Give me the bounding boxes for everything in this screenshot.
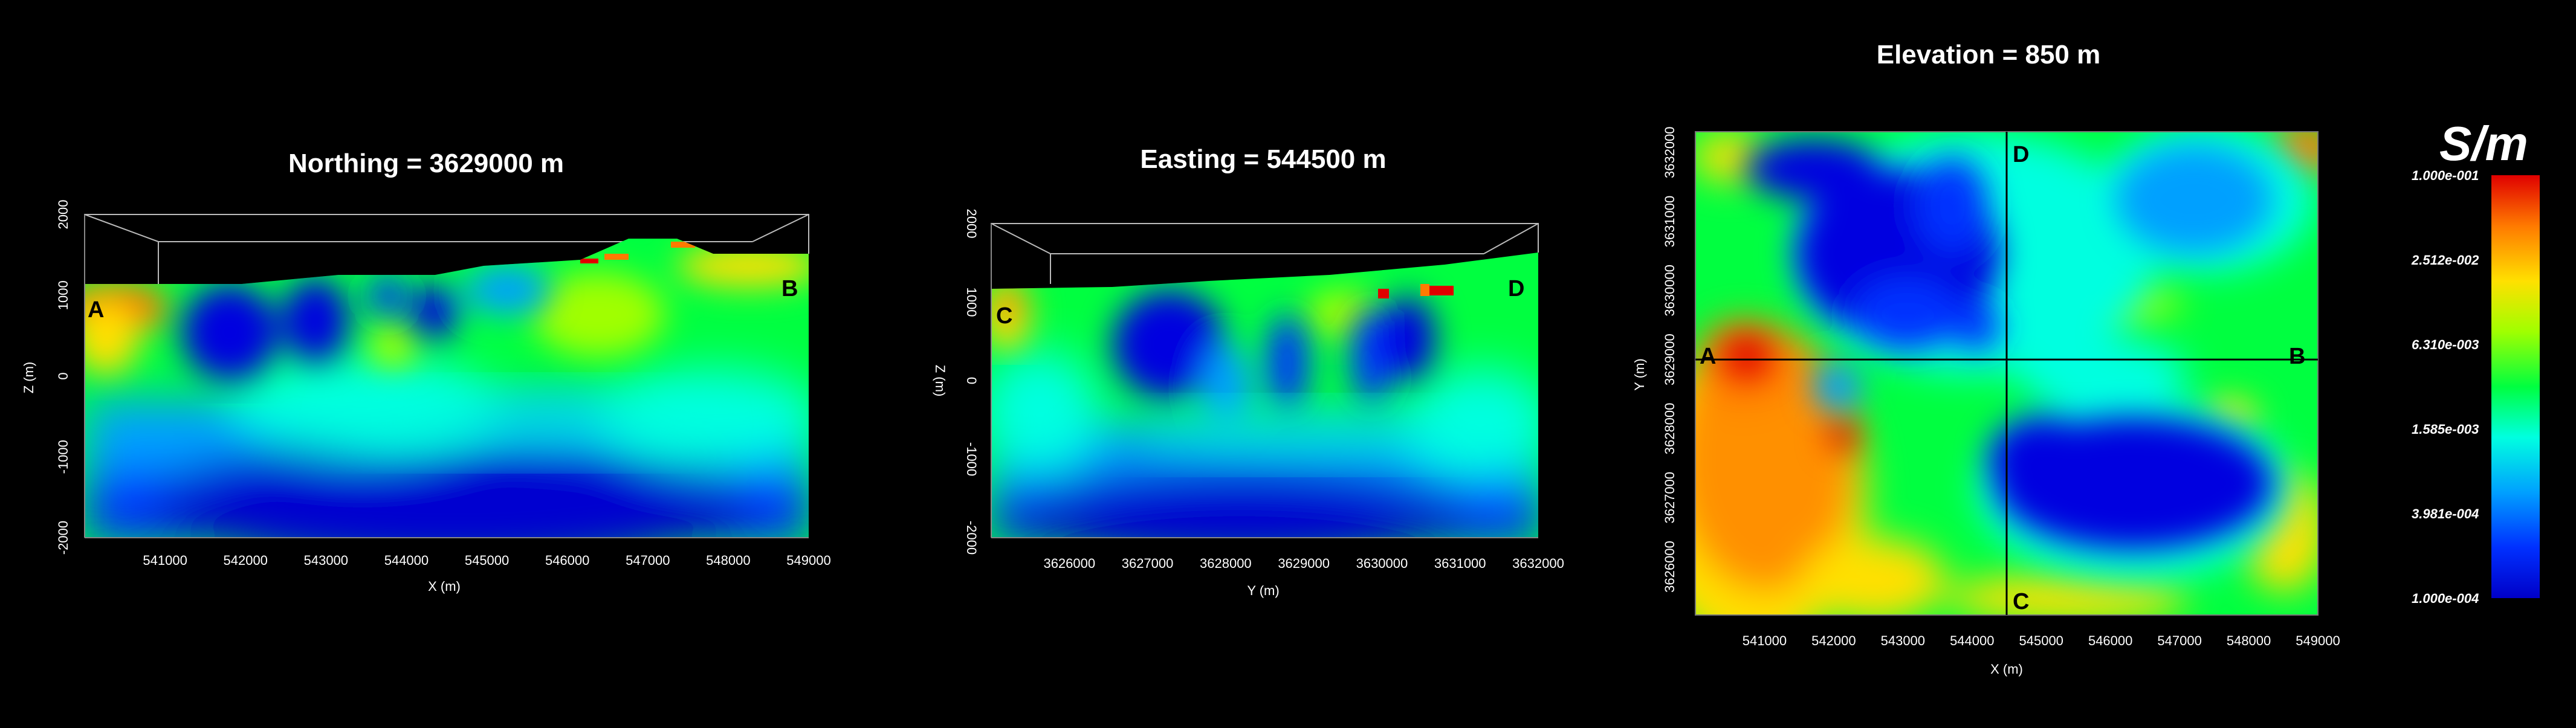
colorbar-tick-label: 1.000e-001 [2412,168,2479,183]
y-axis: 3626000 3627000 3628000 3629000 3630000 36310… [1632,126,1677,592]
marker-label-c: C [2013,589,2029,614]
y-tick-label: 3627000 [1662,472,1677,524]
colorbar: S/m 1.000e-001 2.512e-002 6.310e-003 1.585e… [2411,117,2540,606]
x-axis-label: X (m) [428,579,461,594]
marker-label-d: D [2013,142,2029,167]
x-axis: 3626000 3627000 3628000 3629000 3630000 36310… [991,537,1564,598]
y-tick-label: 3628000 [1662,403,1677,455]
x-tick-label: 549000 [786,553,830,568]
x-tick-label: 3632000 [1512,556,1564,571]
colorbar-tick-label: 3.981e-004 [2412,506,2479,521]
y-axis-label: Z (m) [21,362,36,394]
colorbar-tick-label: 1.585e-003 [2412,422,2479,437]
elevation-slice-panel: Elevation = 850 m [1632,40,2340,677]
y-axis-label: Y (m) [1632,358,1647,390]
x-tick-label: 547000 [2157,633,2201,648]
x-axis-label: Y (m) [1247,583,1279,598]
heatmap-section [991,253,1538,538]
x-tick-label: 541000 [1743,633,1787,648]
easting-section-panel: Easting = 544500 m [933,144,1564,598]
x-tick-label: 3626000 [1043,556,1095,571]
x-tick-label: 543000 [1881,633,1925,648]
y-tick-label: 3630000 [1662,265,1677,317]
colorbar-gradient [2491,175,2540,598]
x-tick-label: 543000 [304,553,348,568]
marker-label-b: B [782,276,798,301]
y-tick-label: 3632000 [1662,126,1677,178]
colorbar-tick-label: 2.512e-002 [2411,253,2479,268]
northing-section-panel: Northing = 3629000 m [21,149,831,594]
marker-label-d: D [1508,276,1524,301]
y-tick-label: 0 [56,372,71,379]
y-axis: 2000 1000 0 -1000 -2000 Z (m) [933,209,992,555]
heatmap-section [85,239,809,538]
y-tick-label: 2000 [56,200,71,230]
x-tick-label: 3630000 [1356,556,1408,571]
x-tick-label: 546000 [545,553,589,568]
x-tick-label: 542000 [224,553,268,568]
y-tick-label: -2000 [56,521,71,555]
x-axis: 541000 542000 543000 544000 545000 546000 5470… [1743,633,2340,677]
marker-label-c: C [996,303,1012,329]
x-axis: 541000 542000 543000 544000 545000 546000 5470… [85,537,831,594]
x-tick-label: 545000 [465,553,509,568]
y-tick-label: 1000 [56,280,71,310]
y-tick-label: -1000 [56,440,71,474]
y-tick-label: 1000 [964,288,979,317]
x-tick-label: 545000 [2019,633,2063,648]
heatmap-slice [1695,132,2318,615]
x-tick-label: 549000 [2296,633,2340,648]
y-tick-label: -1000 [964,442,979,476]
y-tick-label: 3626000 [1662,541,1677,593]
marker-label-b: B [2289,344,2305,369]
x-tick-label: 546000 [2088,633,2132,648]
y-tick-label: 3631000 [1662,196,1677,248]
x-tick-label: 548000 [706,553,750,568]
y-axis: 2000 1000 0 -1000 -2000 Z (m) [21,200,85,555]
y-axis-label: Z (m) [933,365,948,397]
x-tick-label: 547000 [626,553,670,568]
x-tick-label: 544000 [384,553,429,568]
x-tick-label: 3629000 [1278,556,1330,571]
x-tick-label: 541000 [143,553,187,568]
x-tick-label: 544000 [1950,633,1994,648]
chart-title: Northing = 3629000 m [288,149,564,178]
x-tick-label: 3631000 [1434,556,1486,571]
y-tick-label: 0 [964,377,979,384]
x-tick-label: 548000 [2227,633,2271,648]
marker-label-a: A [1700,344,1716,369]
colorbar-tick-label: 1.000e-004 [2412,591,2479,606]
x-tick-label: 542000 [1811,633,1856,648]
y-tick-label: 2000 [964,209,979,239]
x-axis-label: X (m) [1990,662,2023,677]
colorbar-tick-label: 6.310e-003 [2412,337,2479,352]
x-tick-label: 3627000 [1122,556,1174,571]
marker-label-a: A [88,297,104,323]
colorbar-unit: S/m [2439,117,2528,170]
y-tick-label: 3629000 [1662,333,1677,385]
y-tick-label: -2000 [964,521,979,555]
chart-title: Elevation = 850 m [1877,40,2101,69]
x-tick-label: 3628000 [1200,556,1252,571]
chart-title: Easting = 544500 m [1140,144,1386,174]
